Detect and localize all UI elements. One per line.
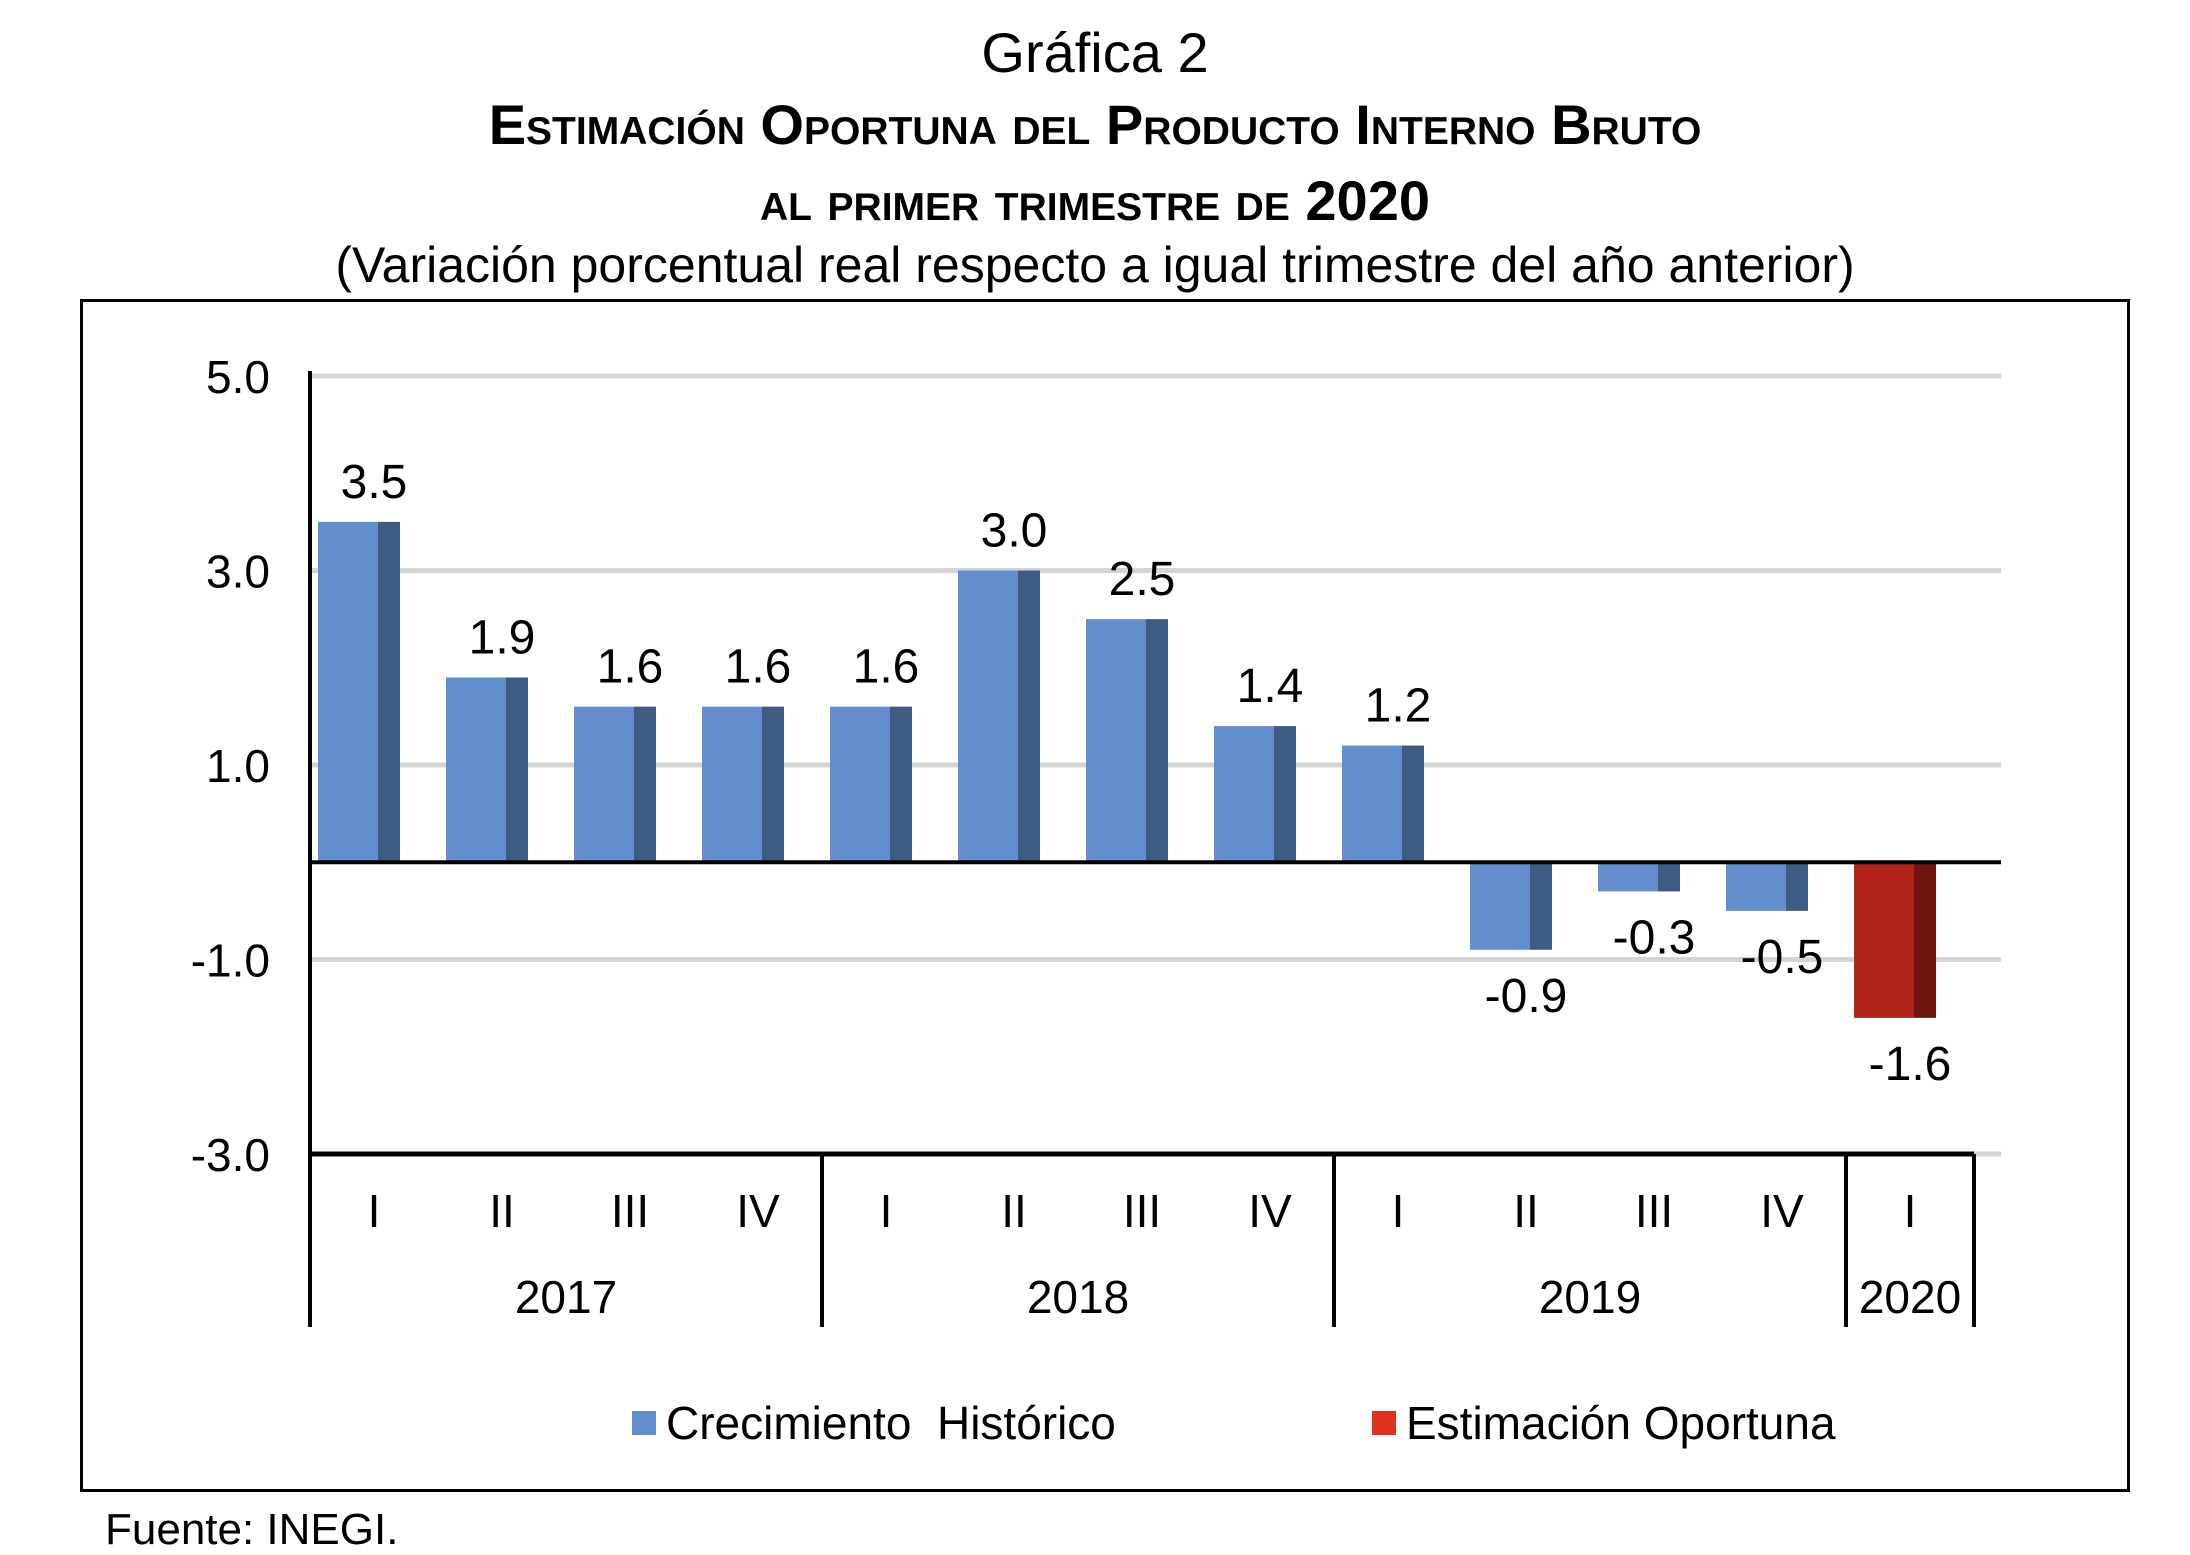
data-label: 1.6 <box>853 641 920 694</box>
data-label: 1.4 <box>1237 660 1304 713</box>
bar-side <box>1530 862 1552 950</box>
bar <box>1214 726 1274 863</box>
x-tick-label: IV <box>1248 1185 1292 1237</box>
chart-number: Gráfica 2 <box>981 21 1209 84</box>
chart-title-line2: al primer trimestre de 2020 <box>760 169 1430 232</box>
bar <box>1342 745 1402 863</box>
bar-side <box>1402 745 1424 863</box>
y-tick-label: 5.0 <box>206 351 270 403</box>
x-tick-label: I <box>880 1185 893 1237</box>
data-label: -0.5 <box>1741 931 1824 984</box>
chart-title: Estimación Oportuna del Producto Interno… <box>488 93 1702 156</box>
bar <box>574 706 634 863</box>
data-label: 1.9 <box>469 611 536 664</box>
x-tick-label: III <box>1123 1185 1161 1237</box>
x-tick-label: I <box>368 1185 381 1237</box>
bar <box>1598 862 1658 892</box>
x-tick-label: II <box>1513 1185 1539 1237</box>
chart-subtitle: (Variación porcentual real respecto a ig… <box>335 237 1855 293</box>
x-tick-label: II <box>489 1185 515 1237</box>
x-tick-label: I <box>1904 1185 1917 1237</box>
bar-side <box>762 706 784 863</box>
bar-side <box>1146 619 1168 863</box>
data-label: 3.0 <box>981 505 1048 558</box>
x-tick-label: IV <box>736 1185 780 1237</box>
bar-side <box>1786 862 1808 911</box>
data-label: -0.9 <box>1485 970 1568 1023</box>
data-label: -1.6 <box>1869 1038 1952 1091</box>
x-tick-label: II <box>1001 1185 1027 1237</box>
bar <box>958 570 1018 863</box>
bar <box>1470 862 1530 950</box>
bar <box>1086 619 1146 863</box>
bar <box>1726 862 1786 911</box>
bar <box>830 706 890 863</box>
y-tick-label: -3.0 <box>191 1129 270 1181</box>
data-label: -0.3 <box>1613 911 1696 964</box>
bar-side <box>378 521 400 863</box>
bar <box>446 677 506 863</box>
year-label: 2017 <box>515 1271 617 1323</box>
year-label: 2020 <box>1859 1271 1961 1323</box>
bar-side <box>506 677 528 863</box>
y-tick-label: 1.0 <box>206 740 270 792</box>
chart-frame <box>80 299 2130 1492</box>
x-tick-label: I <box>1392 1185 1405 1237</box>
legend-swatch <box>632 1411 656 1435</box>
bar-side <box>1658 862 1680 892</box>
source-note: Fuente: INEGI. <box>105 1505 399 1554</box>
x-tick-label: III <box>611 1185 649 1237</box>
bar-side <box>634 706 656 863</box>
legend-label: Crecimiento Histórico <box>666 1397 1116 1449</box>
legend-swatch <box>1372 1411 1396 1435</box>
bar-side <box>890 706 912 863</box>
year-label: 2019 <box>1539 1271 1641 1323</box>
y-tick-label: 3.0 <box>206 546 270 598</box>
year-label: 2018 <box>1027 1271 1129 1323</box>
bar <box>1854 862 1914 1018</box>
data-label: 1.2 <box>1365 680 1432 733</box>
bar <box>318 521 378 863</box>
data-label: 1.6 <box>597 641 664 694</box>
bar-side <box>1274 726 1296 863</box>
data-label: 1.6 <box>725 641 792 694</box>
bar <box>702 706 762 863</box>
data-label: 2.5 <box>1109 553 1176 606</box>
data-label: 3.5 <box>341 456 408 509</box>
x-tick-label: IV <box>1760 1185 1804 1237</box>
bar-side <box>1018 570 1040 863</box>
legend-label: Estimación Oportuna <box>1406 1397 1836 1449</box>
bar-side <box>1914 862 1936 1018</box>
y-tick-label: -1.0 <box>191 935 270 987</box>
x-tick-label: III <box>1635 1185 1673 1237</box>
